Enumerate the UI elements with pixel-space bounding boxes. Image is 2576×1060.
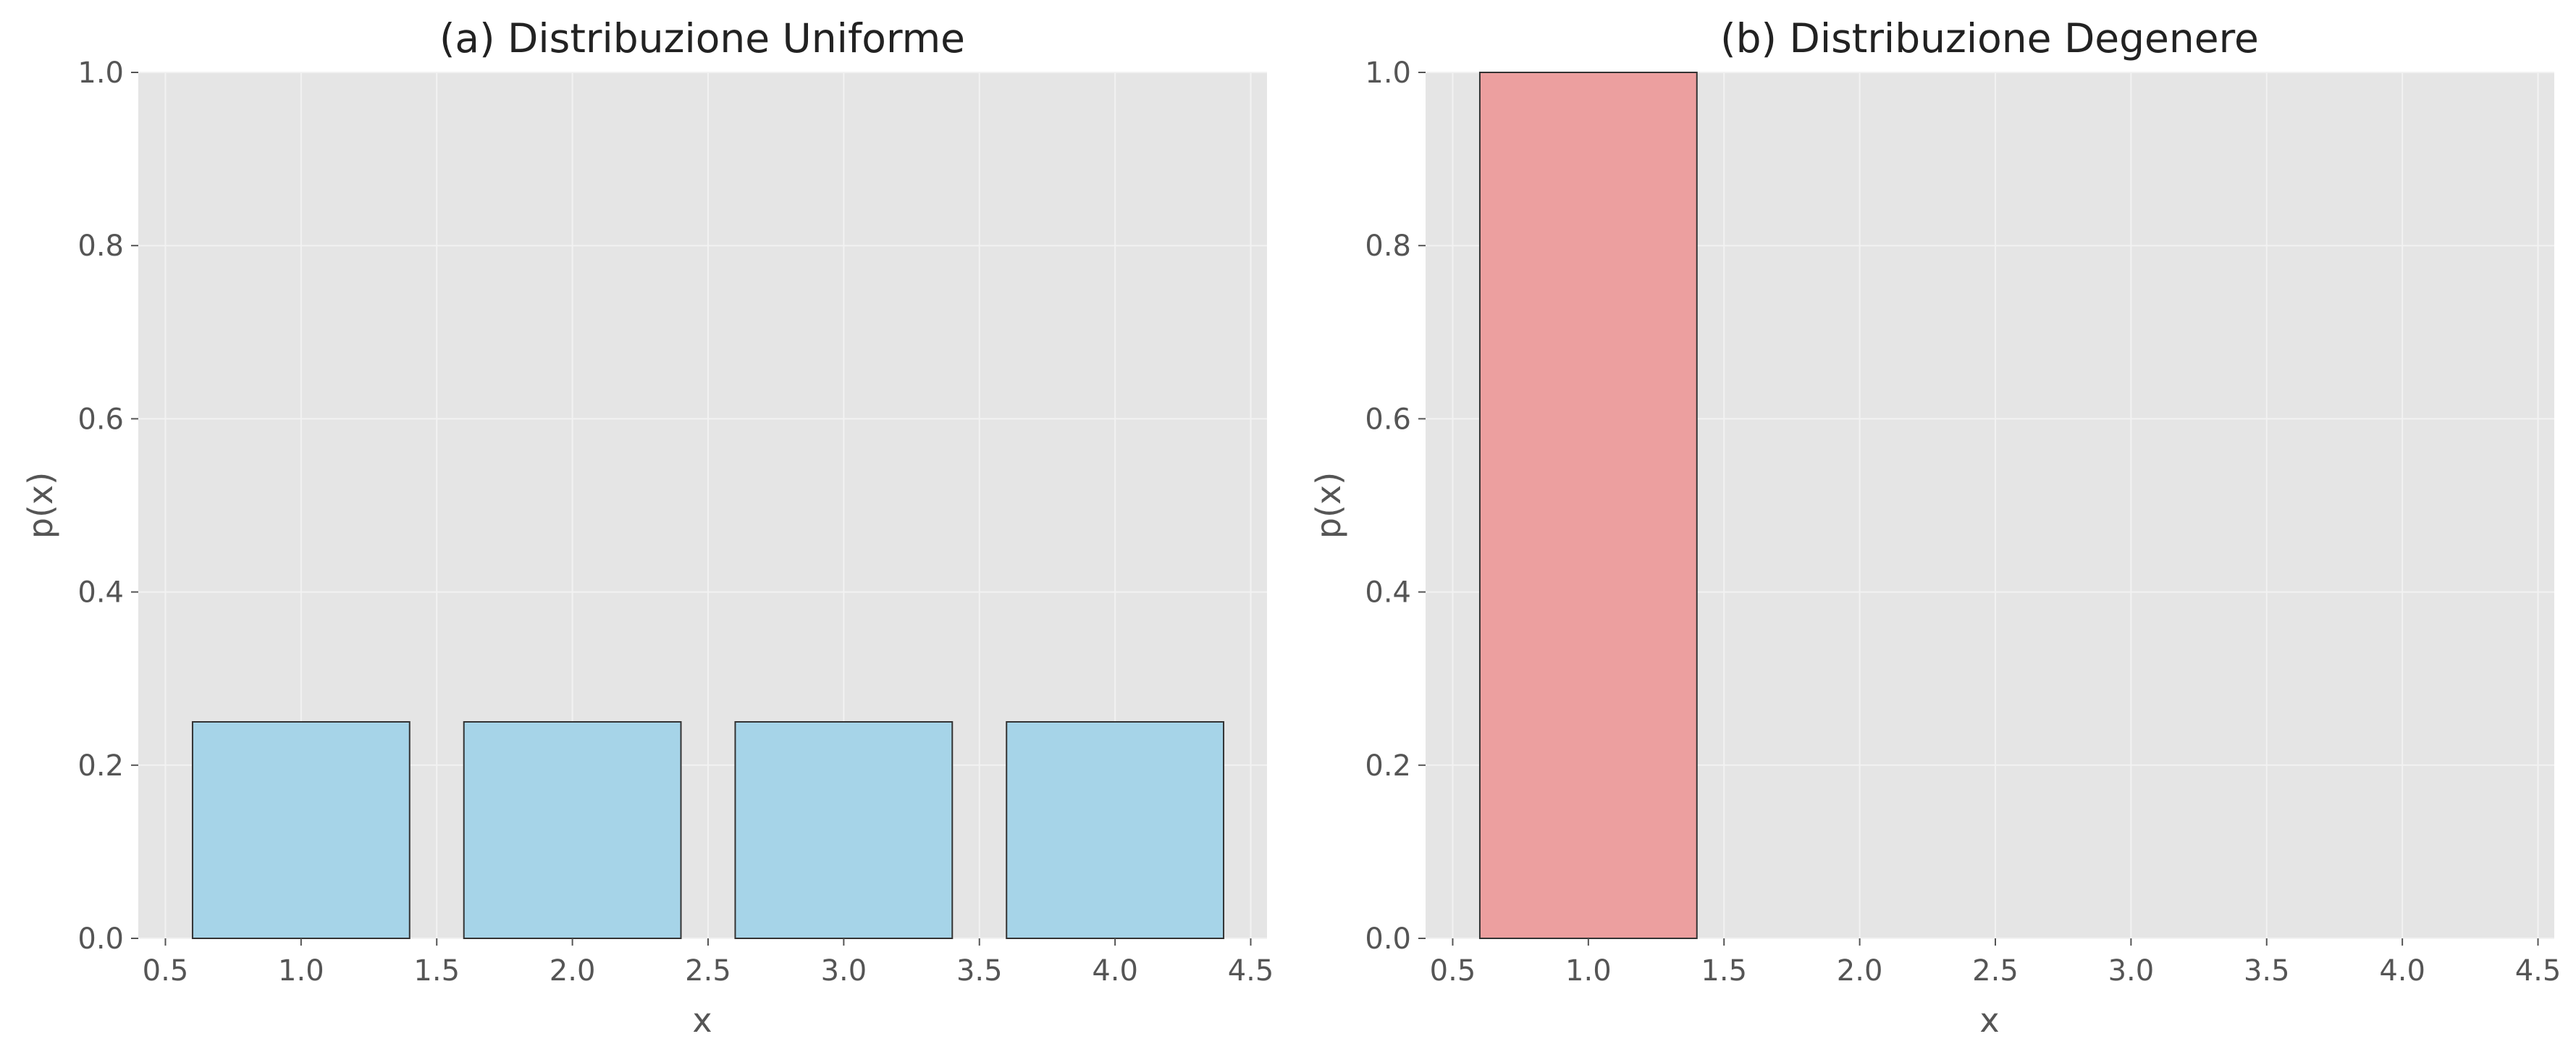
x-tick-label: 2.0	[1837, 954, 1883, 988]
chart-title: (b) Distribuzione Degenere	[1720, 15, 2259, 62]
x-tick-label: 3.0	[2108, 954, 2155, 988]
x-tick-label: 1.0	[1565, 954, 1612, 988]
bar	[1006, 721, 1225, 939]
x-tick-label: 2.0	[550, 954, 596, 988]
y-tick-label: 0.2	[1365, 749, 1411, 783]
y-tick-label: 0.2	[77, 749, 124, 783]
bars	[191, 721, 1225, 939]
ticks: 0.5 1.0 1.5 2.0 2.5 3.0 3.5 4.0 4.5 0.0 0.2 0.4 0.6 0…	[1365, 56, 2561, 988]
y-tick-label: 0.0	[77, 922, 124, 956]
bar	[734, 721, 954, 939]
bar	[463, 721, 682, 939]
x-tick-label: 0.5	[143, 954, 189, 988]
x-tick-label: 0.5	[1430, 954, 1476, 988]
x-tick-label: 3.5	[2244, 954, 2290, 988]
ticks: 0.5 1.0 1.5 2.0 2.5 3.0 3.5 4.0 4.5 0.0 0.2 0.4 0.6 0…	[77, 56, 1274, 988]
y-tick-label: 0.6	[1365, 403, 1411, 436]
chart-panel-uniform: 0.5 1.0 1.5 2.0 2.5 3.0 3.5 4.0 4.5 0.0 0.2 0.4 0.6 0…	[21, 15, 1274, 1040]
y-tick-label: 0.4	[77, 576, 124, 610]
chart-panel-degenerate: 0.5 1.0 1.5 2.0 2.5 3.0 3.5 4.0 4.5 0.0 0.2 0.4 0.6 0…	[1309, 15, 2561, 1040]
y-tick-label: 0.8	[77, 230, 124, 263]
bar	[1478, 72, 1698, 939]
y-tick-label: 0.6	[77, 403, 124, 436]
x-tick-label: 4.5	[1228, 954, 1274, 988]
y-tick-label: 1.0	[1365, 56, 1411, 90]
x-tick-label: 4.5	[2515, 954, 2562, 988]
x-tick-label: 2.5	[685, 954, 731, 988]
y-tick-label: 0.8	[1365, 230, 1411, 263]
x-tick-label: 3.5	[956, 954, 1003, 988]
y-tick-label: 0.4	[1365, 576, 1411, 610]
x-tick-label: 2.5	[1972, 954, 2019, 988]
y-tick-label: 1.0	[77, 56, 124, 90]
x-tick-label: 4.0	[2379, 954, 2425, 988]
chart-title: (a) Distribuzione Uniforme	[439, 15, 965, 62]
y-axis-label: p(x)	[21, 472, 60, 539]
x-tick-label: 1.5	[1701, 954, 1747, 988]
x-tick-label: 3.0	[821, 954, 867, 988]
bars	[1478, 72, 1698, 939]
y-axis-label: p(x)	[1309, 472, 1348, 539]
bar	[191, 721, 411, 939]
x-tick-label: 1.5	[413, 954, 460, 988]
x-axis-label: x	[1979, 1001, 1999, 1040]
x-tick-label: 1.0	[278, 954, 324, 988]
x-tick-label: 4.0	[1092, 954, 1138, 988]
x-axis-label: x	[692, 1001, 712, 1040]
y-tick-label: 0.0	[1365, 922, 1411, 956]
